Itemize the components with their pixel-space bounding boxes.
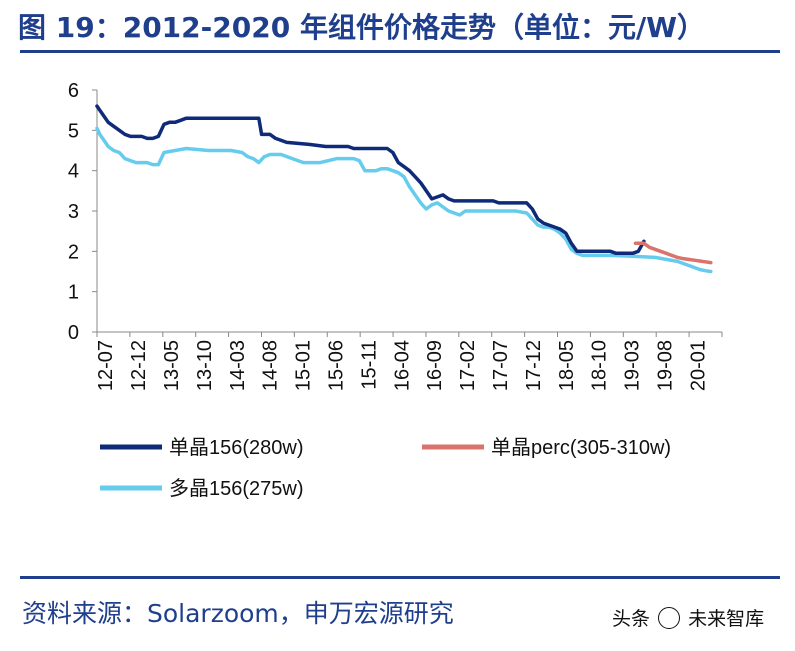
x-tick-label: 18-10 [589,340,611,391]
x-tick-label: 15-11 [358,340,380,390]
x-tick-label: 19-08 [654,340,676,391]
series-line-1 [633,241,713,265]
title-rule [20,50,780,53]
chart-legend: 单晶156(280w) 单晶perc(305-310w) 多晶156(275w) [100,436,671,500]
y-tick-label: 4 [68,161,79,183]
chart-title: 图 19：2012-2020 年组件价格走势（单位：元/W） [18,11,706,44]
x-tick-label: 13-05 [161,340,183,391]
y-tick-label: 2 [68,241,79,263]
x-tick-label: 18-05 [556,340,578,391]
x-tick-label: 17-07 [490,340,512,391]
x-tick-label: 15-01 [293,340,315,391]
legend-label-2: 多晶156(275w) [169,477,304,500]
y-tick-label: 0 [68,322,79,344]
chart-axes: 0 1 2 3 4 5 6 12-07 12-12 13-05 13-10 14-03 14-08 15-… [68,80,723,391]
x-tick-label: 17-12 [523,340,545,391]
watermark-logo-icon [658,606,681,629]
legend-label-0: 单晶156(280w) [169,436,304,459]
chart-series [95,104,713,274]
price-chart: 0 1 2 3 4 5 6 12-07 12-12 13-05 13-10 14-03 14-08 15-… [68,80,723,500]
y-tick-label: 1 [68,282,79,304]
x-tick-label: 14-08 [260,340,282,391]
x-tick-label: 16-09 [424,340,446,391]
source-rule [20,576,780,579]
watermark-left: 头条 [612,608,651,630]
x-tick-label: 12-12 [128,340,150,391]
x-tick-label: 17-02 [457,340,479,391]
x-tick-label: 15-06 [325,340,347,391]
source-note: 资料来源：Solarzoom，申万宏源研究 [22,599,454,628]
y-tick-label: 5 [68,120,79,142]
y-tick-label: 6 [68,80,79,102]
series-line-0 [95,104,646,256]
x-tick-label: 16-04 [391,340,413,391]
y-tick-label: 3 [68,201,79,223]
x-tick-label: 13-10 [194,340,216,391]
watermark: 头条 未来智库 [612,604,764,631]
legend-label-1: 单晶perc(305-310w) [491,436,671,459]
series-line-2 [95,126,713,274]
x-tick-label: 12-07 [95,340,117,391]
x-tick-label: 14-03 [227,340,249,391]
watermark-right: 未来智库 [688,608,765,630]
x-tick-label: 19-03 [622,340,644,391]
x-tick-label: 20-01 [687,340,709,391]
